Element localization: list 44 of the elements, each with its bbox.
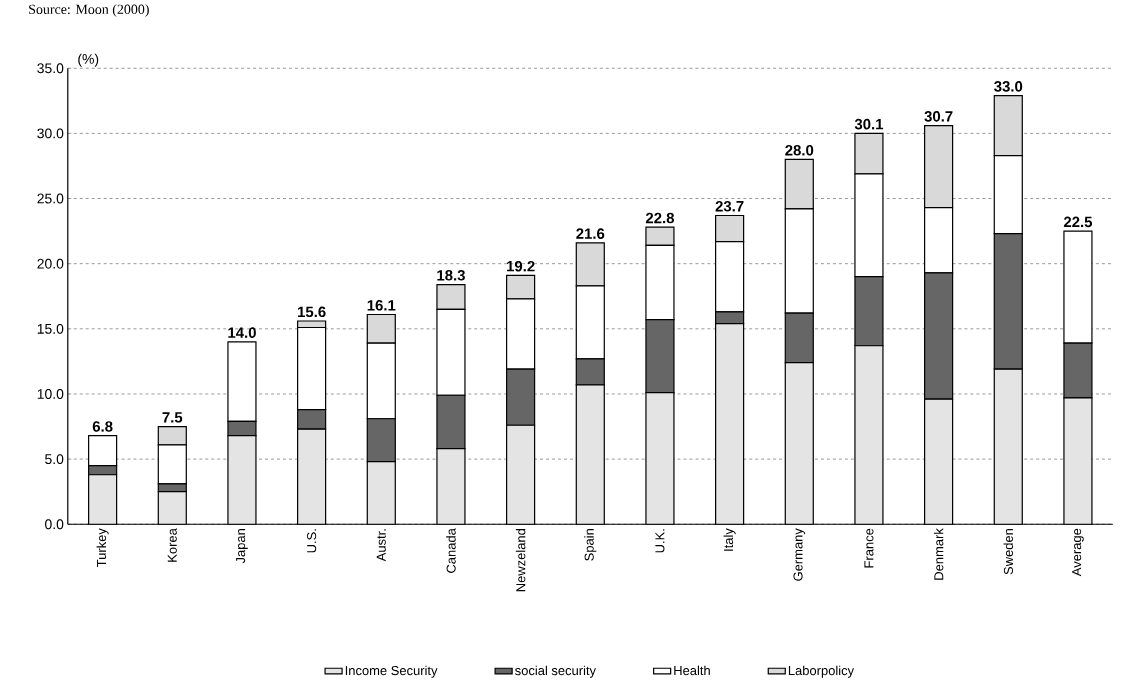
x-tick-label: Denmark [933, 528, 944, 580]
source-note: Source: Moon (2000) [29, 4, 149, 17]
x-tick-label: Sweden [1003, 529, 1014, 575]
legend-label: Income Security [345, 665, 438, 678]
y-tick-label: 15.0 [37, 323, 64, 334]
total-label: 19.2 [507, 260, 535, 272]
x-tick-label: Japan [236, 529, 248, 564]
total-label: 30.7 [924, 111, 953, 122]
y-tick-label: 30.0 [37, 128, 64, 139]
x-tick-label: Austr. [376, 529, 386, 562]
x-tick-label: Turkey [96, 528, 109, 567]
total-label: 18.3 [437, 270, 465, 281]
x-tick-label: France [864, 528, 874, 568]
y-tick-label: 20.0 [37, 258, 64, 269]
total-label: 33.0 [994, 81, 1023, 92]
total-label: 28.0 [785, 144, 814, 156]
x-tick-label: Korea [167, 528, 177, 562]
total-label: 14.0 [228, 327, 256, 338]
y-tick-label: 35.0 [37, 63, 64, 74]
y-tick-label: 10.0 [37, 389, 64, 399]
total-label: 7.5 [162, 412, 183, 423]
total-label: 16.1 [367, 299, 396, 311]
x-tick-label: Canada [446, 528, 456, 573]
x-tick-label: Newzeland [515, 529, 526, 592]
x-tick-label: U.S. [307, 529, 317, 553]
legend-label: Health [674, 665, 710, 676]
y-tick-label: 0.0 [45, 519, 64, 530]
x-tick-label: U.K. [655, 529, 665, 553]
y-tick-label: 5.0 [45, 454, 64, 465]
legend-label: Laborpolicy [788, 665, 855, 678]
x-tick-label: Germany [793, 528, 806, 581]
total-label: 15.6 [298, 306, 326, 318]
total-label: 21.6 [576, 228, 605, 239]
total-label: 22.8 [645, 212, 675, 224]
total-label: 22.5 [1063, 216, 1093, 228]
x-tick-label: Average [1072, 528, 1084, 577]
y-tick-label: 25.0 [37, 193, 64, 204]
x-tick-label: Italy [723, 528, 736, 551]
total-label: 6.8 [92, 421, 113, 432]
legend-label: social security [515, 665, 596, 678]
y-axis-title: (%) [78, 53, 99, 67]
total-label: 23.7 [715, 200, 744, 212]
total-label: 30.1 [854, 118, 884, 130]
x-tick-label: Spain [584, 529, 597, 561]
